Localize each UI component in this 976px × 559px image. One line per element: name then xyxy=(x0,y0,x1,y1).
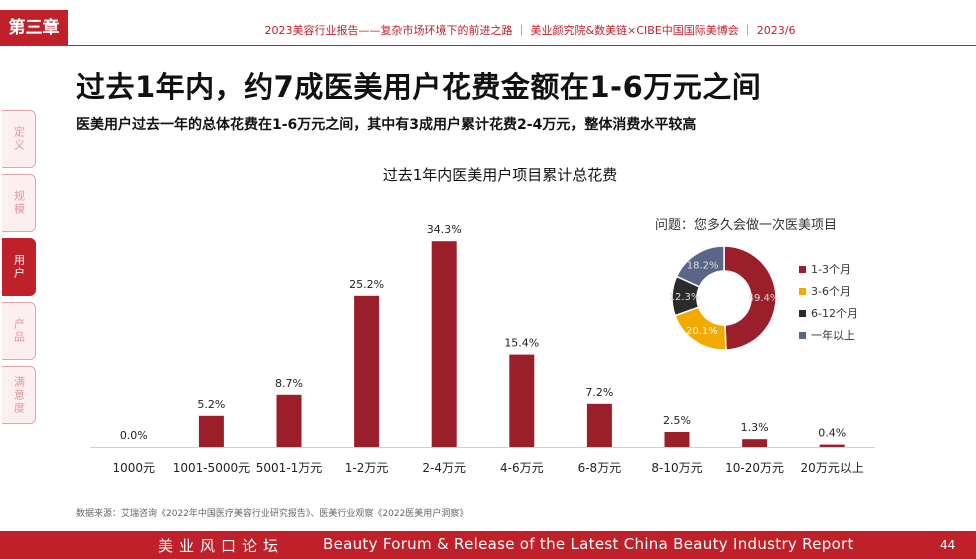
page-subtitle: 医美用户过去一年的总体花费在1-6万元之间，其中有3成用户累计花费2-4万元，整… xyxy=(76,117,697,133)
legend-item: 3-6个月 xyxy=(799,280,858,302)
bar-value-label: 2.5% xyxy=(663,414,691,427)
side-tab-label: 满意度 xyxy=(12,375,26,415)
legend-swatch xyxy=(799,287,806,295)
footer-forum-name: 美业风口论坛 xyxy=(158,537,285,555)
bar-9 xyxy=(742,439,768,447)
bar-value-label: 0.0% xyxy=(120,429,148,442)
pie-value-label: 20.1% xyxy=(686,326,718,337)
bar-value-label: 1.3% xyxy=(741,421,769,434)
pie-chart-title: 问题：您多久会做一次医美项目 xyxy=(655,218,838,233)
side-tab-label: 产品 xyxy=(12,318,26,344)
x-tick-label: 4-6万元 xyxy=(500,461,544,475)
legend-label: 6-12个月 xyxy=(811,307,858,320)
bar-8 xyxy=(664,432,690,447)
x-tick-label: 20万元以上 xyxy=(801,461,864,475)
bar-3 xyxy=(276,394,302,447)
legend-item: 1-3个月 xyxy=(799,258,858,280)
legend-swatch xyxy=(799,309,806,317)
bar-7 xyxy=(586,403,612,447)
side-tabs: 定义 规模 用户 产品 满意度 xyxy=(2,110,36,430)
bar-5 xyxy=(431,241,457,447)
legend-item: 一年以上 xyxy=(799,324,858,346)
side-tab-label: 规模 xyxy=(12,190,26,216)
x-tick-label: 10-20万元 xyxy=(725,461,784,475)
bar-6 xyxy=(509,354,535,447)
side-tab-satisfaction[interactable]: 满意度 xyxy=(2,366,36,424)
header-divider xyxy=(68,45,976,46)
legend-swatch xyxy=(799,331,806,339)
x-tick-label: 8-10万元 xyxy=(651,461,702,475)
bar-value-label: 0.4% xyxy=(818,427,846,440)
side-tab-label: 用户 xyxy=(12,254,26,280)
x-tick-label: 2-4万元 xyxy=(422,461,466,475)
bar-value-label: 25.2% xyxy=(349,278,384,291)
bar-2 xyxy=(198,415,224,447)
side-tab-users[interactable]: 用户 xyxy=(2,238,36,296)
chart-canvas: 0.0% 1000元 5.2% 1001-5000元 8.7% 5001-1万元 25.2%… xyxy=(90,223,875,475)
footer-report-title: Beauty Forum & Release of the Latest Chi… xyxy=(323,535,854,553)
bar-chart-title: 过去1年内医美用户项目累计总花费 xyxy=(382,166,618,184)
legend-item: 6-12个月 xyxy=(799,302,858,324)
data-source-note: 数据来源：艾瑞咨询《2022年中国医疗美容行业研究报告》、医美行业观察《2022… xyxy=(76,509,469,519)
side-tab-label: 定义 xyxy=(12,126,26,152)
x-tick-label: 1001-5000元 xyxy=(173,461,250,475)
pie-slice-4 xyxy=(675,245,725,288)
legend-swatch xyxy=(799,265,806,273)
report-header-line: 2023美容行业报告——复杂市场环境下的前进之路 ｜ 美业颜究院&数美链×CIB… xyxy=(264,24,796,37)
bar-value-label: 8.7% xyxy=(275,377,303,390)
pie-value-label: 18.2% xyxy=(687,260,719,271)
legend-label: 3-6个月 xyxy=(811,285,851,298)
x-tick-label: 5001-1万元 xyxy=(256,461,323,475)
side-tab-definition[interactable]: 定义 xyxy=(2,110,36,168)
bar-4 xyxy=(354,295,380,447)
pie-legend: 1-3个月 3-6个月 6-12个月 一年以上 xyxy=(799,258,858,346)
x-tick-label: 1000元 xyxy=(113,461,156,475)
x-tick-label: 6-8万元 xyxy=(578,461,622,475)
chapter-badge: 第三章 xyxy=(0,10,68,46)
bar-value-label: 34.3% xyxy=(427,223,462,236)
bar-10 xyxy=(819,444,845,447)
bar-value-label: 7.2% xyxy=(585,386,613,399)
side-tab-scale[interactable]: 规模 xyxy=(2,174,36,232)
x-tick-label: 1-2万元 xyxy=(345,461,389,475)
page-title: 过去1年内，约7成医美用户花费金额在1-6万元之间 xyxy=(76,70,762,104)
page-number: 44 xyxy=(940,538,956,552)
bar-value-label: 5.2% xyxy=(197,398,225,411)
footer-bar: 美业风口论坛 Beauty Forum & Release of the Lat… xyxy=(0,531,976,559)
side-tab-products[interactable]: 产品 xyxy=(2,302,36,360)
legend-label: 1-3个月 xyxy=(811,263,851,276)
legend-label: 一年以上 xyxy=(811,329,855,342)
pie-value-label: 49.4% xyxy=(748,293,780,304)
pie-slice-1 xyxy=(723,245,777,351)
pie-value-label: 12.3% xyxy=(669,292,701,303)
bar-value-label: 15.4% xyxy=(504,337,539,350)
